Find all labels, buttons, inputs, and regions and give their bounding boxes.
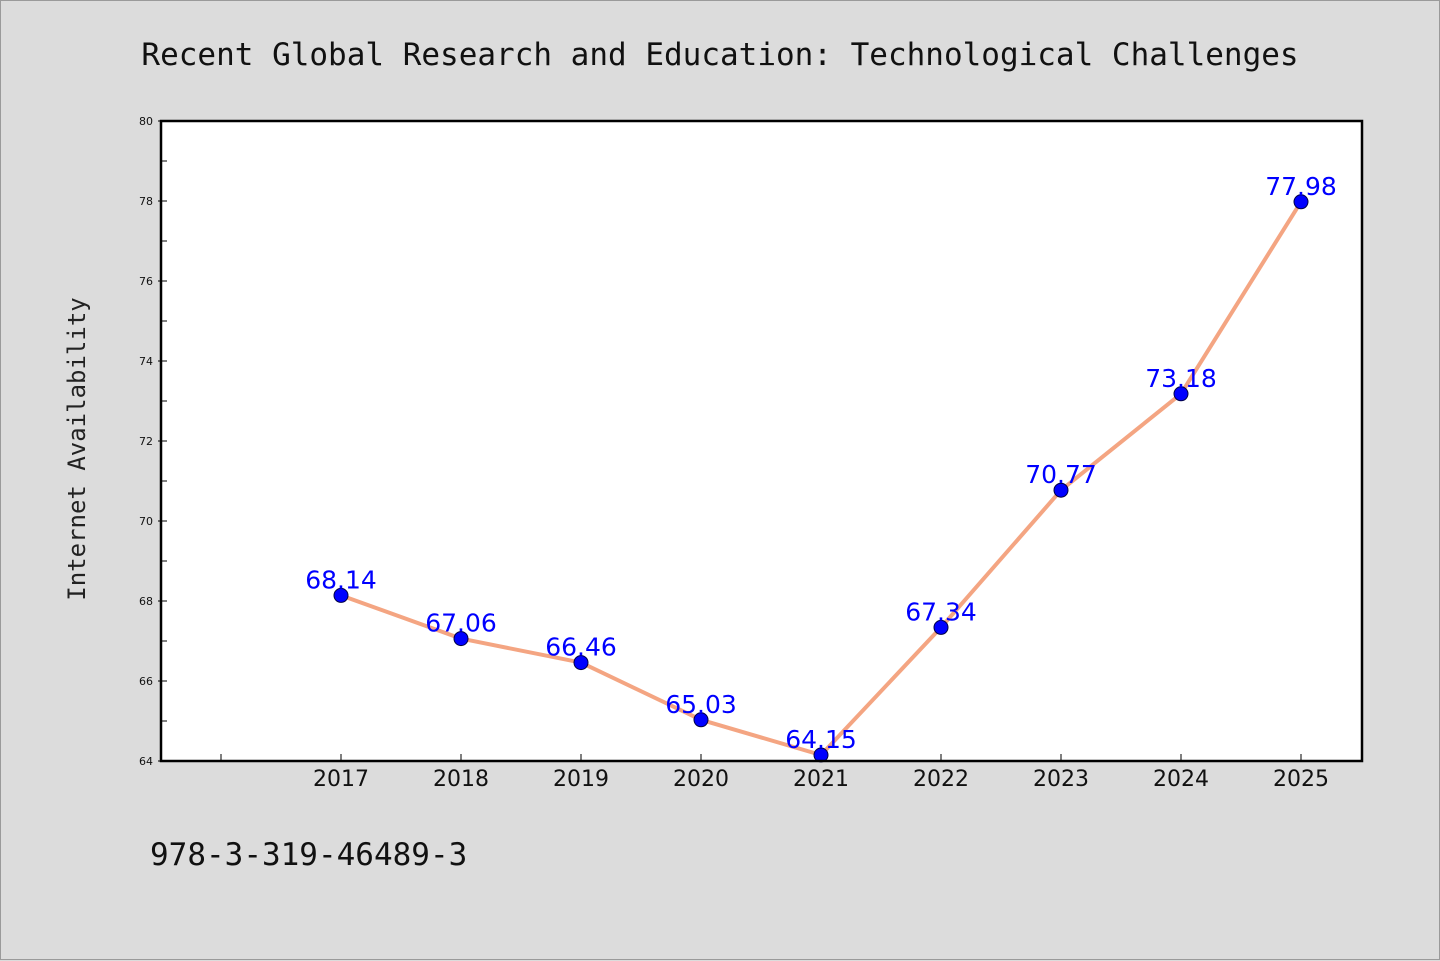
- x-tick-label: 2021: [793, 767, 849, 792]
- data-label: 66.46: [545, 633, 617, 662]
- data-point-marker: [1173, 386, 1189, 402]
- y-tick-label: 64: [139, 755, 153, 768]
- data-point-marker: [1053, 482, 1069, 498]
- data-label: 64.15: [785, 725, 857, 754]
- y-tick-label: 70: [139, 515, 153, 528]
- data-point-marker: [1293, 194, 1309, 210]
- x-tick-label: 2025: [1273, 767, 1329, 792]
- y-axis-ticks: 64 66 68 70 72 74 76 78 80: [139, 115, 167, 768]
- x-tick-label: 2019: [553, 767, 609, 792]
- y-axis-label: Internet Availability: [63, 297, 91, 600]
- y-tick-label: 72: [139, 435, 153, 448]
- y-tick-label: 74: [139, 355, 153, 368]
- series-markers-group: [333, 194, 1309, 763]
- x-tick-label: 2023: [1033, 767, 1089, 792]
- y-tick-label: 76: [139, 275, 153, 288]
- data-label: 70.77: [1025, 460, 1097, 489]
- footnote: 978-3-319-46489-3: [150, 837, 467, 873]
- data-label: 77.98: [1265, 172, 1337, 201]
- data-point-marker: [933, 619, 949, 635]
- x-tick-label: 2020: [673, 767, 729, 792]
- data-point-marker: [453, 631, 469, 647]
- data-label: 67.06: [425, 609, 497, 638]
- chart-title: Recent Global Research and Education: Te…: [141, 37, 1298, 73]
- x-axis-ticks: 2017 2018 2019 2020 2021 2022 2023 2024 2025: [220, 754, 1329, 792]
- plot-frame: [159, 119, 1364, 763]
- y-tick-label: 68: [139, 595, 153, 608]
- y-tick-label: 78: [139, 195, 153, 208]
- data-label: 67.34: [905, 597, 977, 626]
- data-point-marker: [573, 655, 589, 671]
- data-label: 65.03: [665, 690, 737, 719]
- y-tick-label: 66: [139, 675, 153, 688]
- x-tick-label: 2024: [1153, 767, 1209, 792]
- data-label: 73.18: [1145, 364, 1217, 393]
- x-tick-label: 2018: [433, 767, 489, 792]
- data-point-marker: [693, 712, 709, 728]
- plot-area: [161, 121, 1362, 761]
- x-tick-label: 2017: [313, 767, 369, 792]
- y-tick-label: 80: [139, 115, 153, 128]
- data-labels-group: 68.14 67.06 66.46 65.03 64.15 67.34 70.77 73.18…: [305, 172, 1337, 754]
- x-tick-label: 2022: [913, 767, 969, 792]
- data-label: 68.14: [305, 565, 377, 594]
- data-point-marker: [333, 587, 349, 603]
